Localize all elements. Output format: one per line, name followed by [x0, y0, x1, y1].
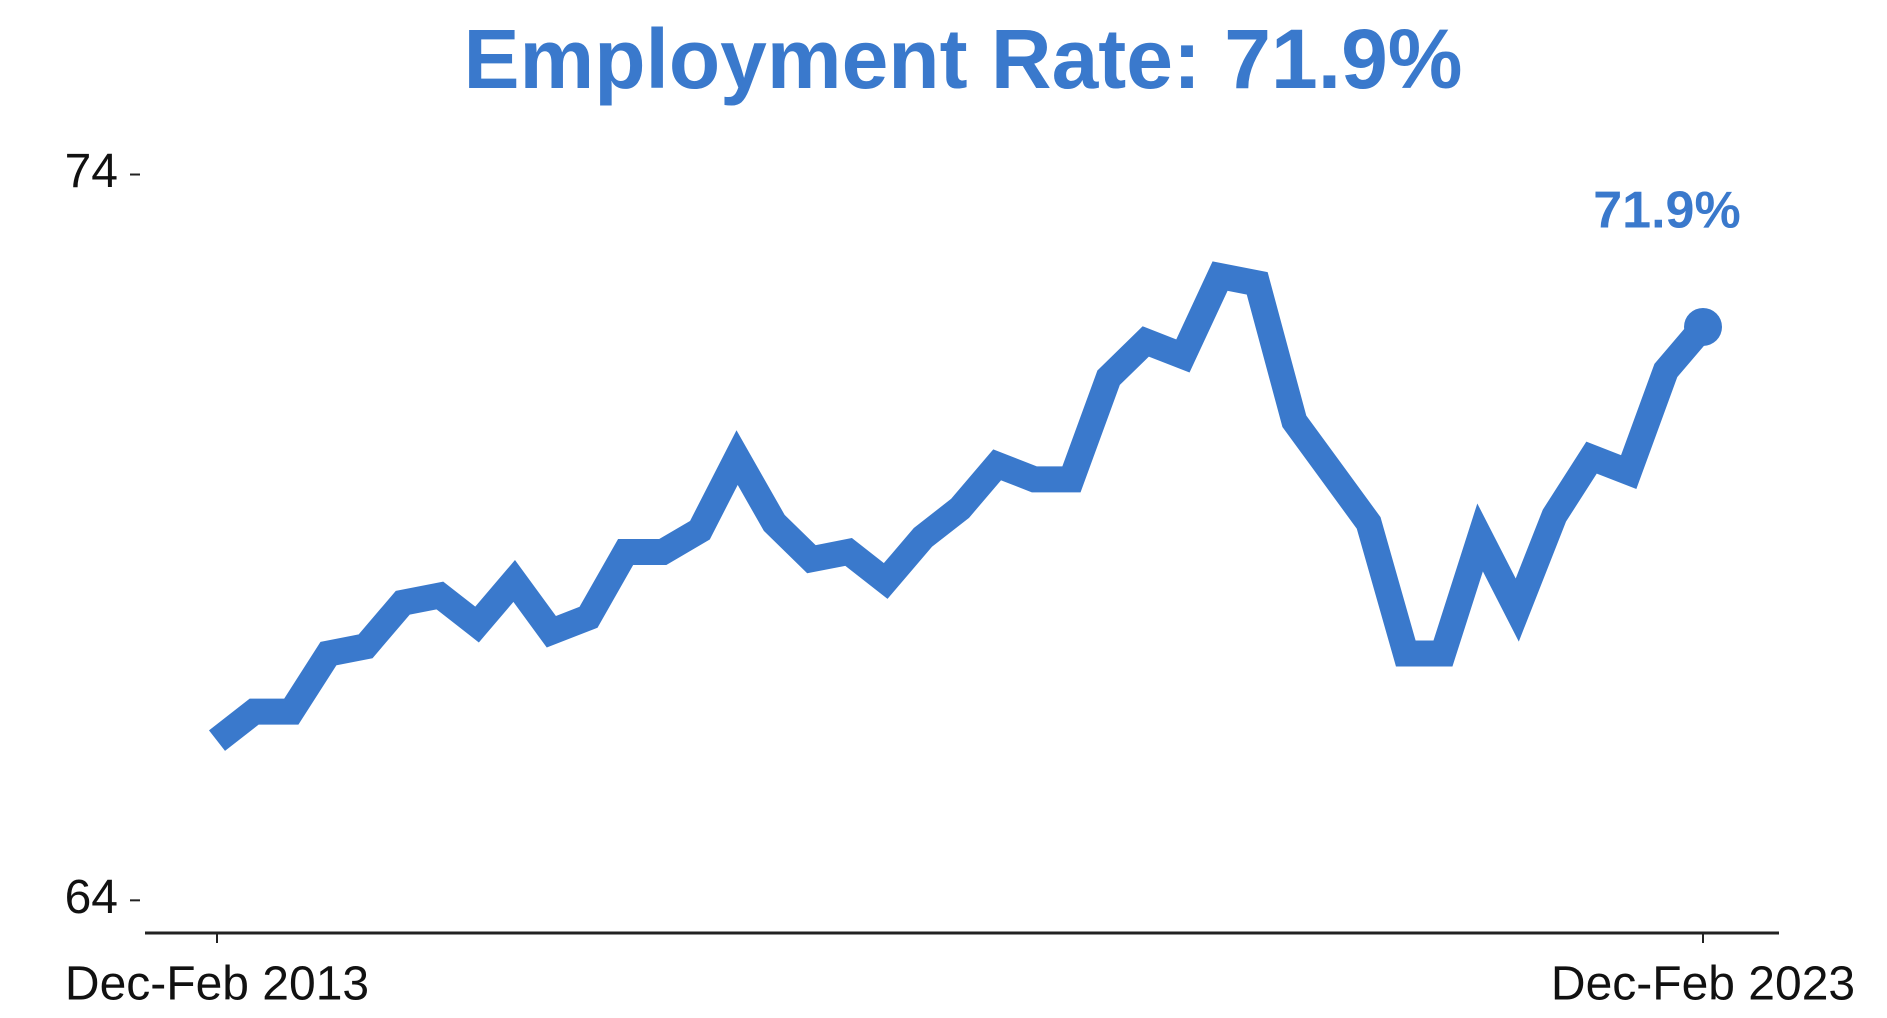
x-tick-label: Dec-Feb 2023: [1551, 958, 1855, 1011]
y-tick-label: 64: [65, 871, 118, 924]
end-point: [1684, 307, 1722, 346]
data-line: [208, 261, 1713, 751]
x-tick-label: Dec-Feb 2013: [65, 958, 369, 1011]
chart-title: Employment Rate: 71.9%: [464, 12, 1463, 106]
y-tick-label: 74: [65, 145, 118, 198]
annotation: 71.9%: [1593, 182, 1740, 240]
